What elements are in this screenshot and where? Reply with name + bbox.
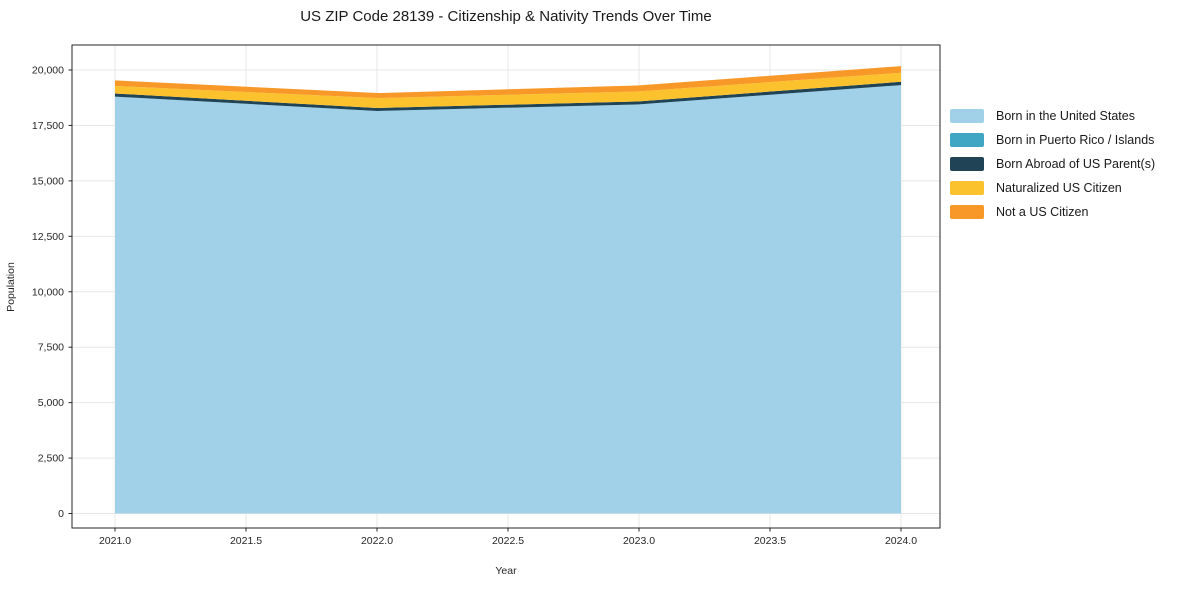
legend-label: Born Abroad of US Parent(s) <box>996 157 1156 171</box>
y-tick-label: 5,000 <box>38 397 64 409</box>
area-series <box>115 66 901 99</box>
area-series <box>115 81 901 112</box>
tick-labels: 2021.0 2021.5 2022.0 2022.5 2023.0 2023.5 2024… <box>32 65 917 548</box>
x-axis-title: Year <box>495 565 517 577</box>
chart-title: US ZIP Code 28139 - Citizenship & Nativi… <box>300 8 712 25</box>
y-tick-label: 2,500 <box>38 453 64 465</box>
stacked-areas <box>115 66 901 514</box>
legend-item: Born Abroad of US Parent(s) <box>950 152 1155 176</box>
y-tick-label: 15,000 <box>32 175 64 187</box>
axes-frame <box>71 44 941 529</box>
y-axis-title: Population <box>5 262 17 312</box>
legend-swatch <box>950 181 984 195</box>
legend-item: Naturalized US Citizen <box>950 176 1155 200</box>
legend-swatch <box>950 157 984 171</box>
y-tick-label: 20,000 <box>32 65 64 77</box>
x-tick-label: 2021.0 <box>99 535 131 547</box>
y-tick-label: 0 <box>58 508 64 520</box>
x-tick-label: 2023.5 <box>754 535 786 547</box>
x-tick-label: 2021.5 <box>230 535 262 547</box>
legend-swatch <box>950 205 984 219</box>
legend-item: Born in Puerto Rico / Islands <box>950 128 1155 152</box>
legend-label: Not a US Citizen <box>996 205 1089 219</box>
axis-ticks <box>68 69 902 532</box>
legend-swatch <box>950 109 984 123</box>
y-tick-label: 17,500 <box>32 120 64 132</box>
legend-label: Naturalized US Citizen <box>996 181 1122 195</box>
x-tick-label: 2022.5 <box>492 535 524 547</box>
legend: Born in the United States Born in Puerto… <box>950 104 1155 224</box>
legend-swatch <box>950 133 984 147</box>
legend-label: Born in Puerto Rico / Islands <box>996 133 1155 147</box>
legend-item: Not a US Citizen <box>950 200 1155 224</box>
area-series <box>115 72 901 109</box>
x-tick-label: 2024.0 <box>885 535 917 547</box>
x-tick-label: 2023.0 <box>623 535 655 547</box>
legend-label: Born in the United States <box>996 109 1135 123</box>
y-tick-label: 10,000 <box>32 286 64 298</box>
x-tick-label: 2022.0 <box>361 535 393 547</box>
legend-item: Born in the United States <box>950 104 1155 128</box>
y-tick-label: 7,500 <box>38 342 64 354</box>
area-series <box>115 85 901 514</box>
y-tick-label: 12,500 <box>32 231 64 243</box>
